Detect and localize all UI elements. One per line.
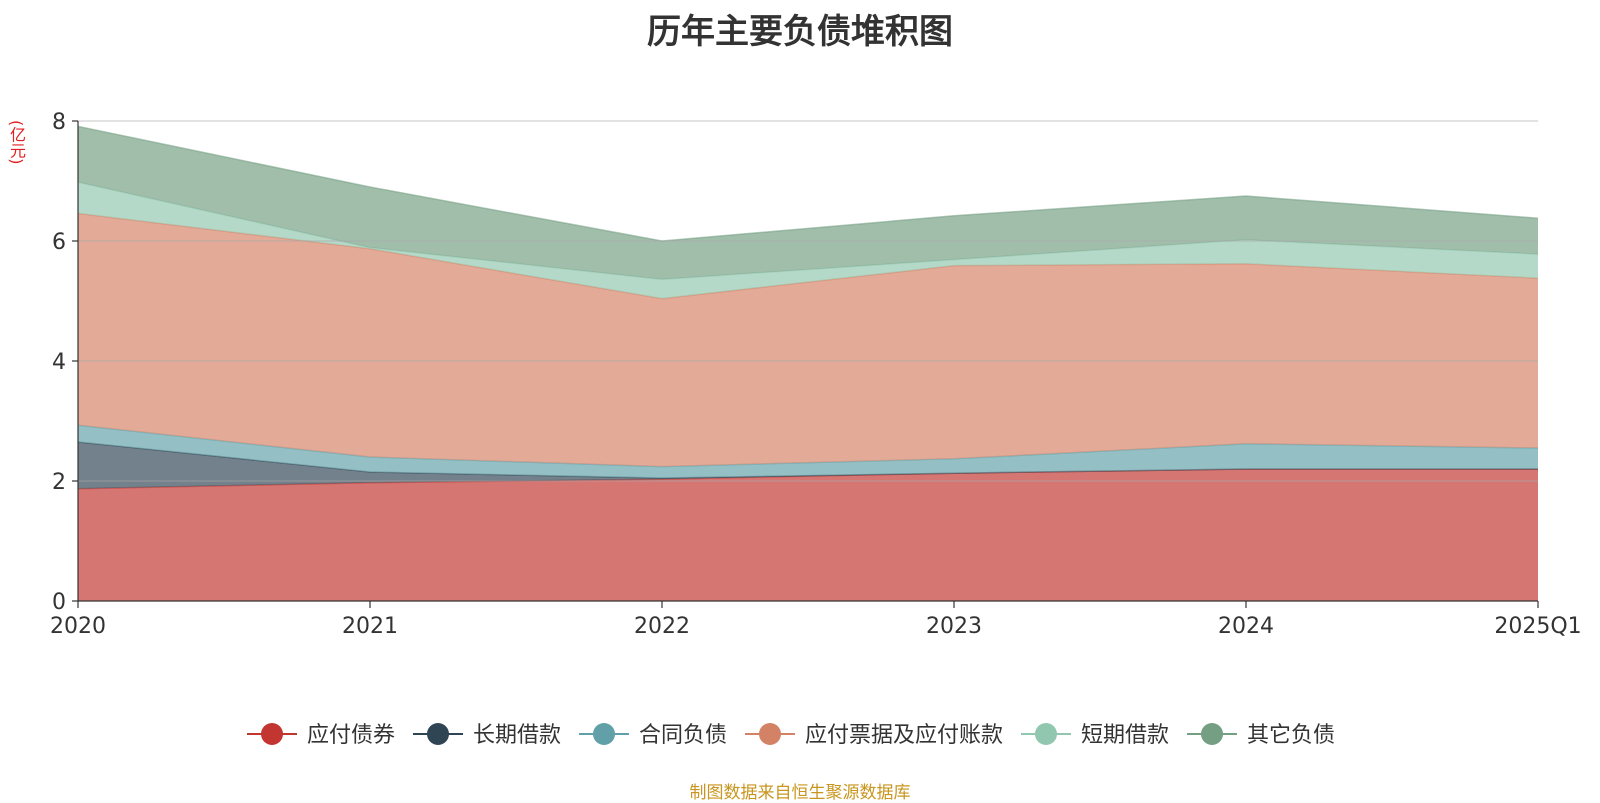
legend-label: 合同负债: [639, 723, 727, 748]
legend-label: 短期借款: [1081, 723, 1169, 748]
series-line-3: [77, 424, 1539, 468]
y-tick-label: 8: [52, 110, 66, 135]
y-tick-label: 6: [52, 230, 66, 255]
legend-marker: [1201, 723, 1223, 745]
legend-marker: [759, 723, 781, 745]
x-tick-label: 2022: [634, 614, 690, 639]
legend-marker: [427, 723, 449, 745]
area-series-2: [78, 442, 1538, 489]
legend-marker: [593, 723, 615, 745]
x-tick-label: 2020: [50, 614, 106, 639]
legend-marker: [1035, 723, 1057, 745]
x-tick-label: 2021: [342, 614, 398, 639]
x-tick-label: 2023: [926, 614, 982, 639]
y-axis-unit-label: (亿元): [7, 120, 26, 165]
legend-label: 其它负债: [1247, 723, 1335, 748]
legend-marker: [261, 723, 283, 745]
area-series-4: [78, 213, 1538, 467]
y-tick-label: 2: [52, 470, 66, 495]
y-tick-label: 0: [52, 590, 66, 615]
legend-label: 应付债券: [307, 723, 395, 748]
series-line-6: [77, 125, 1539, 242]
legend-label: 应付票据及应付账款: [805, 723, 1003, 748]
area-series-1: [78, 469, 1538, 601]
data-source-note: 制图数据来自恒生聚源数据库: [689, 783, 911, 803]
y-tick-label: 4: [52, 350, 66, 375]
area-series-3: [78, 425, 1538, 478]
x-tick-label: 2025Q1: [1494, 614, 1581, 639]
x-tick-label: 2024: [1218, 614, 1274, 639]
legend-label: 长期借款: [473, 723, 561, 748]
chart-title: 历年主要负债堆积图: [647, 12, 953, 52]
